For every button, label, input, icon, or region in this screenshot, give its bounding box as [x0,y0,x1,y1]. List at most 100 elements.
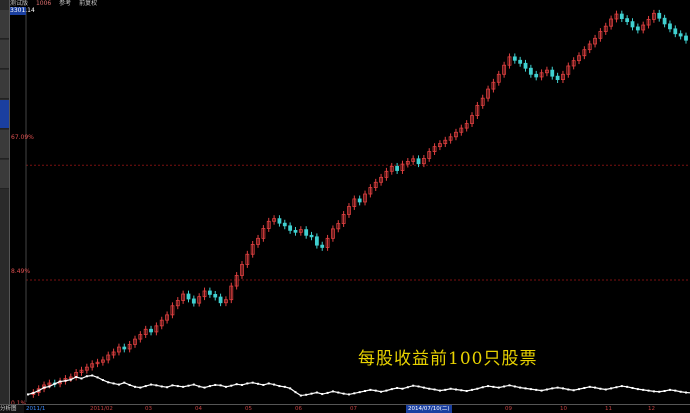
time-tick: 04 [195,406,202,412]
chart-extra[interactable]: 参考 [59,0,72,7]
price-box: 3301.14 [10,7,35,15]
time-tick: 03 [145,406,152,412]
candle-body [133,338,137,345]
index-point [454,388,457,391]
candle-body [395,165,400,171]
index-point [396,386,399,389]
index-point [567,388,570,391]
sidebar-tab-5[interactable] [0,130,9,159]
index-point [123,381,126,384]
index-point [481,386,484,389]
index-point [85,375,88,378]
index-point [412,384,415,387]
index-point [278,385,281,388]
candle-body [427,151,432,159]
index-point [508,384,511,387]
index-point [578,388,581,391]
candle-body [577,55,581,62]
index-point [240,383,243,386]
candle-body [47,382,52,386]
index-point [342,392,345,395]
candle-body [357,198,362,203]
candle-body [79,369,84,373]
index-point [37,389,40,392]
chart-header: 测试版 1006 参考 前复权 [10,0,690,8]
index-point [235,383,238,386]
index-point [572,389,575,392]
index-point [556,386,559,389]
index-point [187,384,190,387]
candle-body [635,26,640,31]
index-point [246,382,249,385]
candle-body [95,361,100,365]
candle-body [159,319,164,327]
sidebar-tab-2[interactable] [0,40,9,69]
candle-body [314,236,319,246]
candle-body [470,115,474,124]
candle-body [261,228,266,239]
candle-body [325,237,330,248]
sidebar-tab-6[interactable] [0,160,9,189]
corner-label[interactable]: 分析图 [0,405,24,413]
candle-body [288,225,293,231]
time-tick: 2011/02 [90,406,113,412]
sidebar-tab-active[interactable] [0,100,9,129]
index-point [117,383,120,386]
index-point [433,388,436,391]
index-point [636,388,639,391]
candle-body [502,64,507,75]
candle-body [657,12,662,19]
index-point [460,389,463,392]
index-point [369,388,372,391]
index-point [358,391,361,394]
chart-mode[interactable]: 前复权 [79,0,98,7]
candle-body [518,59,523,64]
index-point [224,385,227,388]
index-point [620,385,623,388]
index-point [529,388,532,391]
candle-body [603,25,608,32]
candle-body [368,187,373,195]
candle-body [561,73,565,81]
candle-body [459,127,464,133]
index-point [133,385,136,388]
candle-body [234,275,239,287]
index-point [203,386,206,389]
index-point [59,380,62,383]
index-point [545,388,548,391]
index-point [668,388,671,391]
candle-body [673,28,678,35]
chart-legend: 每股收益前100只股票 [358,349,538,369]
index-point [380,390,383,393]
candle-body [240,264,244,276]
sidebar-tab-1[interactable] [0,10,9,39]
candle-body [186,293,191,300]
candle-body [421,158,426,165]
candle-body [84,366,89,371]
candle-body [593,37,597,45]
candle-body [464,123,469,129]
sidebar-tab-3[interactable] [0,70,9,99]
index-point [588,385,591,388]
axis-label-lower: 0.1% [11,400,26,407]
candle-body [486,88,490,99]
candle-body [138,334,143,340]
index-point [43,386,46,389]
candle-body [641,24,646,31]
index-point [176,385,179,388]
index-point [69,378,72,381]
candle-body [191,298,196,304]
candle-body [512,56,517,61]
sidebar [0,0,10,413]
index-point [171,384,174,387]
index-point [374,389,377,392]
index-point [283,385,286,388]
index-point [294,391,297,394]
candle-body [127,344,132,350]
index-point [406,386,409,389]
index-point [465,390,468,393]
candle-body [454,131,458,138]
index-point [166,386,169,389]
index-point [401,387,404,390]
